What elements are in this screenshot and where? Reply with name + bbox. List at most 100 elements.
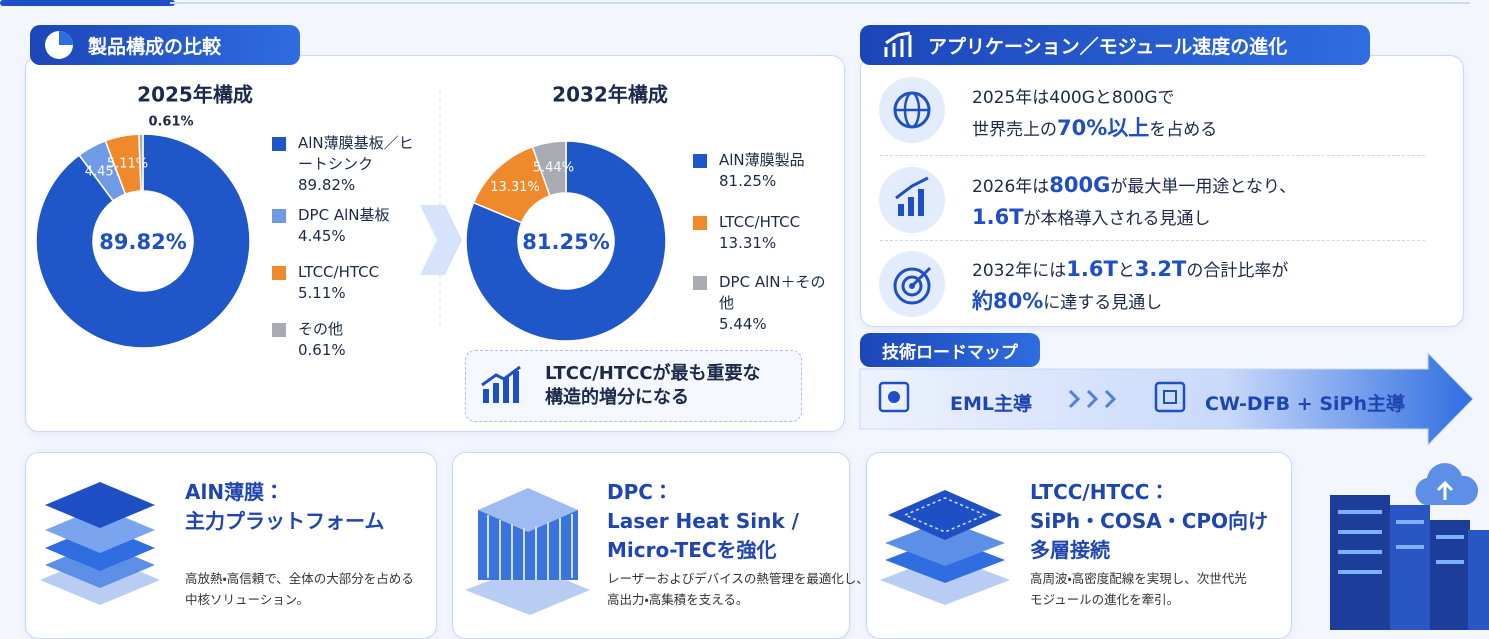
card-title-line: Laser Heat Sink / [607, 509, 799, 533]
growth-icon [481, 365, 521, 403]
legend-label: DPC AlN＋その他 [719, 273, 826, 312]
donut-slice [138, 133, 144, 192]
highlight: 800G [1049, 173, 1111, 197]
legend-swatch [693, 276, 707, 290]
item-line: 2025年は400Gと800Gで [972, 83, 1217, 113]
text: 2032年には [972, 261, 1067, 281]
composition-header: 製品構成の比較 [30, 25, 300, 65]
donut-slice [531, 140, 567, 197]
card-text-line: レーザーおよびデバイスの熱管理を最適化し、 [607, 571, 869, 586]
top-line [170, 2, 1470, 4]
note-line: 構造的増分になる [545, 387, 689, 408]
text: の合計比率が [1186, 261, 1289, 281]
roadmap-arrow [859, 351, 1474, 447]
legend-value: 5.11% [298, 284, 346, 302]
legend-item: LTCC/HTCC 5.11% [272, 262, 432, 304]
card-title-line: SiPh・COSA・CPO向け [1030, 509, 1269, 533]
item-line: 世界売上の70%以上を占める [972, 113, 1217, 145]
legend-value: 4.45% [298, 227, 346, 245]
legend-item: AlN薄膜製品 81.25% [693, 150, 873, 192]
composition-title: 製品構成の比較 [88, 35, 222, 58]
highlight: 1.6T [1066, 257, 1118, 281]
legend-label: AlN薄膜製品 [719, 151, 805, 169]
roadmap-from: EML主導 [950, 393, 1032, 415]
note: LTCC/HTCCが最も重要な 構造的増分になる [545, 362, 761, 410]
card-text-line: 高放熱・高信頼で、全体の大部分を占める [185, 571, 414, 586]
legend-swatch [272, 266, 286, 280]
legend-item: DPC AlN基板 4.45% [272, 205, 432, 247]
slice-label: 5.11% [107, 157, 148, 172]
legend-swatch [272, 209, 286, 223]
transition-arrow [420, 205, 462, 275]
roadmap-header: 技術ロードマップ [860, 333, 1040, 367]
slice-label: 5.44% [533, 161, 574, 176]
pie-icon [45, 31, 73, 59]
card-title-line: 多層接続 [1030, 538, 1110, 562]
top-bar [0, 0, 175, 6]
legend-value: 89.82% [298, 176, 356, 194]
highlight: 約80% [972, 289, 1044, 313]
roadmap-to: CW-DFB + SiPh主導 [1205, 393, 1405, 415]
card-title: LTCC/HTCC： SiPh・COSA・CPO向け 多層接続 [1030, 478, 1268, 565]
chart-title: 2032年構成 [552, 83, 668, 107]
legend-label: LTCC/HTCC [298, 263, 380, 281]
donut-area: 2025年構成 2032年構成 89.82% 81.25% 4.45% 5.11%… [35, 83, 668, 349]
legend-value: 0.61% [298, 341, 346, 359]
text: に達する見通し [1043, 293, 1163, 313]
item-sep [880, 155, 1425, 156]
legend-item: LTCC/HTCC 13.31% [693, 212, 873, 254]
card-text: 高周波・高密度配線を実現し、次世代光 モジュールの進化を牽引。 [1030, 568, 1247, 610]
speed-item: 2026年は800Gが最大単一用途となり、 1.6Tが本格導入される見通し [972, 170, 1296, 234]
donut-slice [35, 133, 251, 349]
legend-swatch [272, 323, 286, 337]
card-text-line: 中核ソリューション。 [185, 592, 310, 607]
text: 世界売上の [972, 120, 1057, 140]
text: と [1117, 261, 1135, 281]
card-text: 高放熱・高信頼で、全体の大部分を占める 中核ソリューション。 [185, 568, 414, 610]
text: 2025年は400Gと800Gで [972, 88, 1175, 108]
card-text-line: 高周波・高密度配線を実現し、次世代光 [1030, 571, 1247, 586]
text: が最大単一用途となり、 [1110, 177, 1297, 197]
card-title-line: LTCC/HTCC： [1030, 480, 1170, 504]
slice-label: 0.61% [148, 115, 193, 130]
text: が本格導入される見通し [1023, 209, 1211, 229]
legend-label: DPC AlN基板 [298, 206, 390, 224]
donut-slice [465, 140, 667, 342]
card-title-line: AlN薄膜： [185, 480, 285, 504]
speed-item: 2032年には1.6Tと3.2Tの合計比率が 約80%に達する見通し [972, 254, 1288, 318]
card-text-line: 高出力・高集積を支える。 [607, 592, 749, 607]
card-title-line: DPC： [607, 480, 673, 504]
text: を占める [1149, 120, 1218, 140]
legend-label: その他 [298, 320, 344, 338]
card-text-line: モジュールの進化を牽引。 [1030, 592, 1180, 607]
legend-value: 5.44% [719, 315, 767, 333]
chart-title: 2025年構成 [137, 83, 253, 107]
speed-icons [879, 77, 945, 317]
legend-item: DPC AlN＋その他 5.44% [693, 272, 873, 335]
card-title: AlN薄膜： 主力プラットフォーム [185, 478, 384, 536]
note-line: LTCC/HTCCが最も重要な [545, 363, 761, 384]
note-box [465, 350, 802, 422]
text: 2026年は [972, 177, 1050, 197]
speed-header: アプリケーション／モジュール速度の進化 [860, 25, 1370, 65]
center-label: 89.82% [99, 230, 186, 254]
item-line: 2026年は800Gが最大単一用途となり、 [972, 170, 1296, 202]
chart-icon [884, 31, 912, 57]
speed-item: 2025年は400Gと800Gで 世界売上の70%以上を占める [972, 83, 1217, 145]
legend-swatch [693, 154, 707, 168]
item-line: 2032年には1.6Tと3.2Tの合計比率が [972, 254, 1288, 286]
slice-label: 13.31% [490, 180, 540, 195]
legend-item: AlN薄膜基板／ヒートシンク 89.82% [272, 133, 432, 196]
speed-title: アプリケーション／モジュール速度の進化 [928, 35, 1288, 58]
legend-value: 81.25% [719, 172, 777, 190]
legend-label: LTCC/HTCC [719, 213, 801, 231]
highlight: 3.2T [1134, 257, 1187, 281]
highlight: 1.6T [972, 205, 1024, 229]
roadmap-title: 技術ロードマップ [882, 342, 1018, 363]
highlight: 70%以上 [1057, 116, 1150, 140]
speed-panel [860, 55, 1464, 327]
legend-swatch [272, 137, 286, 151]
card-text: レーザーおよびデバイスの熱管理を最適化し、 高出力・高集積を支える。 [607, 568, 869, 610]
legend-label: AlN薄膜基板／ヒートシンク [298, 134, 414, 173]
